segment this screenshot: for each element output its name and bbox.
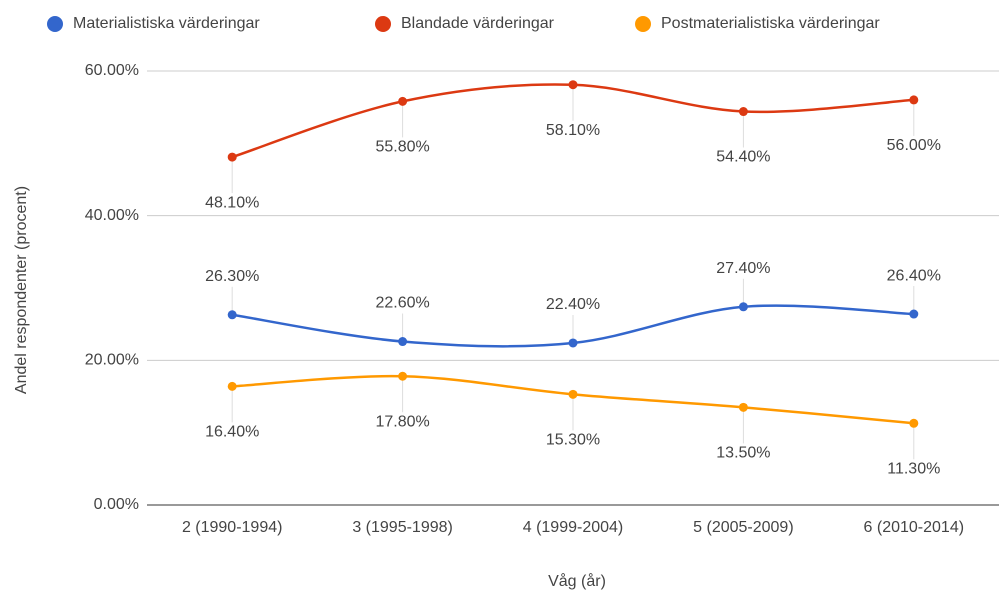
data-point <box>909 418 919 428</box>
data-label: 26.30% <box>205 268 259 285</box>
data-point <box>398 371 408 381</box>
data-label: 54.40% <box>716 149 770 166</box>
data-point <box>909 309 919 319</box>
data-point <box>227 152 237 162</box>
data-point <box>738 302 748 312</box>
data-point <box>398 96 408 106</box>
data-label: 22.40% <box>546 296 600 313</box>
legend-label: Blandade värderingar <box>401 15 555 32</box>
x-tick-label: 6 (2010-2014) <box>864 519 965 536</box>
y-tick-label: 60.00% <box>85 62 139 79</box>
data-label: 58.10% <box>546 122 600 139</box>
legend-label: Postmaterialistiska värderingar <box>661 15 880 32</box>
data-label: 15.30% <box>546 432 600 449</box>
legend-marker <box>47 16 63 32</box>
y-tick-label: 40.00% <box>85 207 139 224</box>
data-label: 22.60% <box>375 295 429 312</box>
data-label: 27.40% <box>716 260 770 277</box>
data-label: 11.30% <box>887 460 940 477</box>
legend-label: Materialistiska värderingar <box>73 15 260 32</box>
data-point <box>568 389 578 399</box>
data-point <box>227 310 237 320</box>
data-point <box>568 338 578 348</box>
data-point <box>738 107 748 117</box>
legend-marker <box>635 16 651 32</box>
legend-marker <box>375 16 391 32</box>
data-point <box>738 402 748 412</box>
data-label: 13.50% <box>716 445 770 462</box>
data-label: 55.80% <box>375 139 429 156</box>
x-tick-label: 2 (1990-1994) <box>182 519 283 536</box>
data-label: 17.80% <box>375 413 429 430</box>
x-tick-label: 5 (2005-2009) <box>693 519 794 536</box>
data-label: 48.10% <box>205 194 259 211</box>
data-point <box>227 381 237 391</box>
data-label: 26.40% <box>887 267 941 284</box>
y-tick-label: 0.00% <box>94 496 139 513</box>
x-tick-label: 4 (1999-2004) <box>523 519 624 536</box>
x-axis-label: Våg (år) <box>548 572 606 590</box>
x-tick-label: 3 (1995-1998) <box>352 519 453 536</box>
data-point <box>568 80 578 90</box>
y-tick-label: 20.00% <box>85 352 139 369</box>
data-point <box>909 95 919 105</box>
data-point <box>398 337 408 347</box>
y-axis-label: Andel respondenter (procent) <box>13 186 30 394</box>
data-label: 16.40% <box>205 424 259 441</box>
data-label: 56.00% <box>887 137 941 154</box>
